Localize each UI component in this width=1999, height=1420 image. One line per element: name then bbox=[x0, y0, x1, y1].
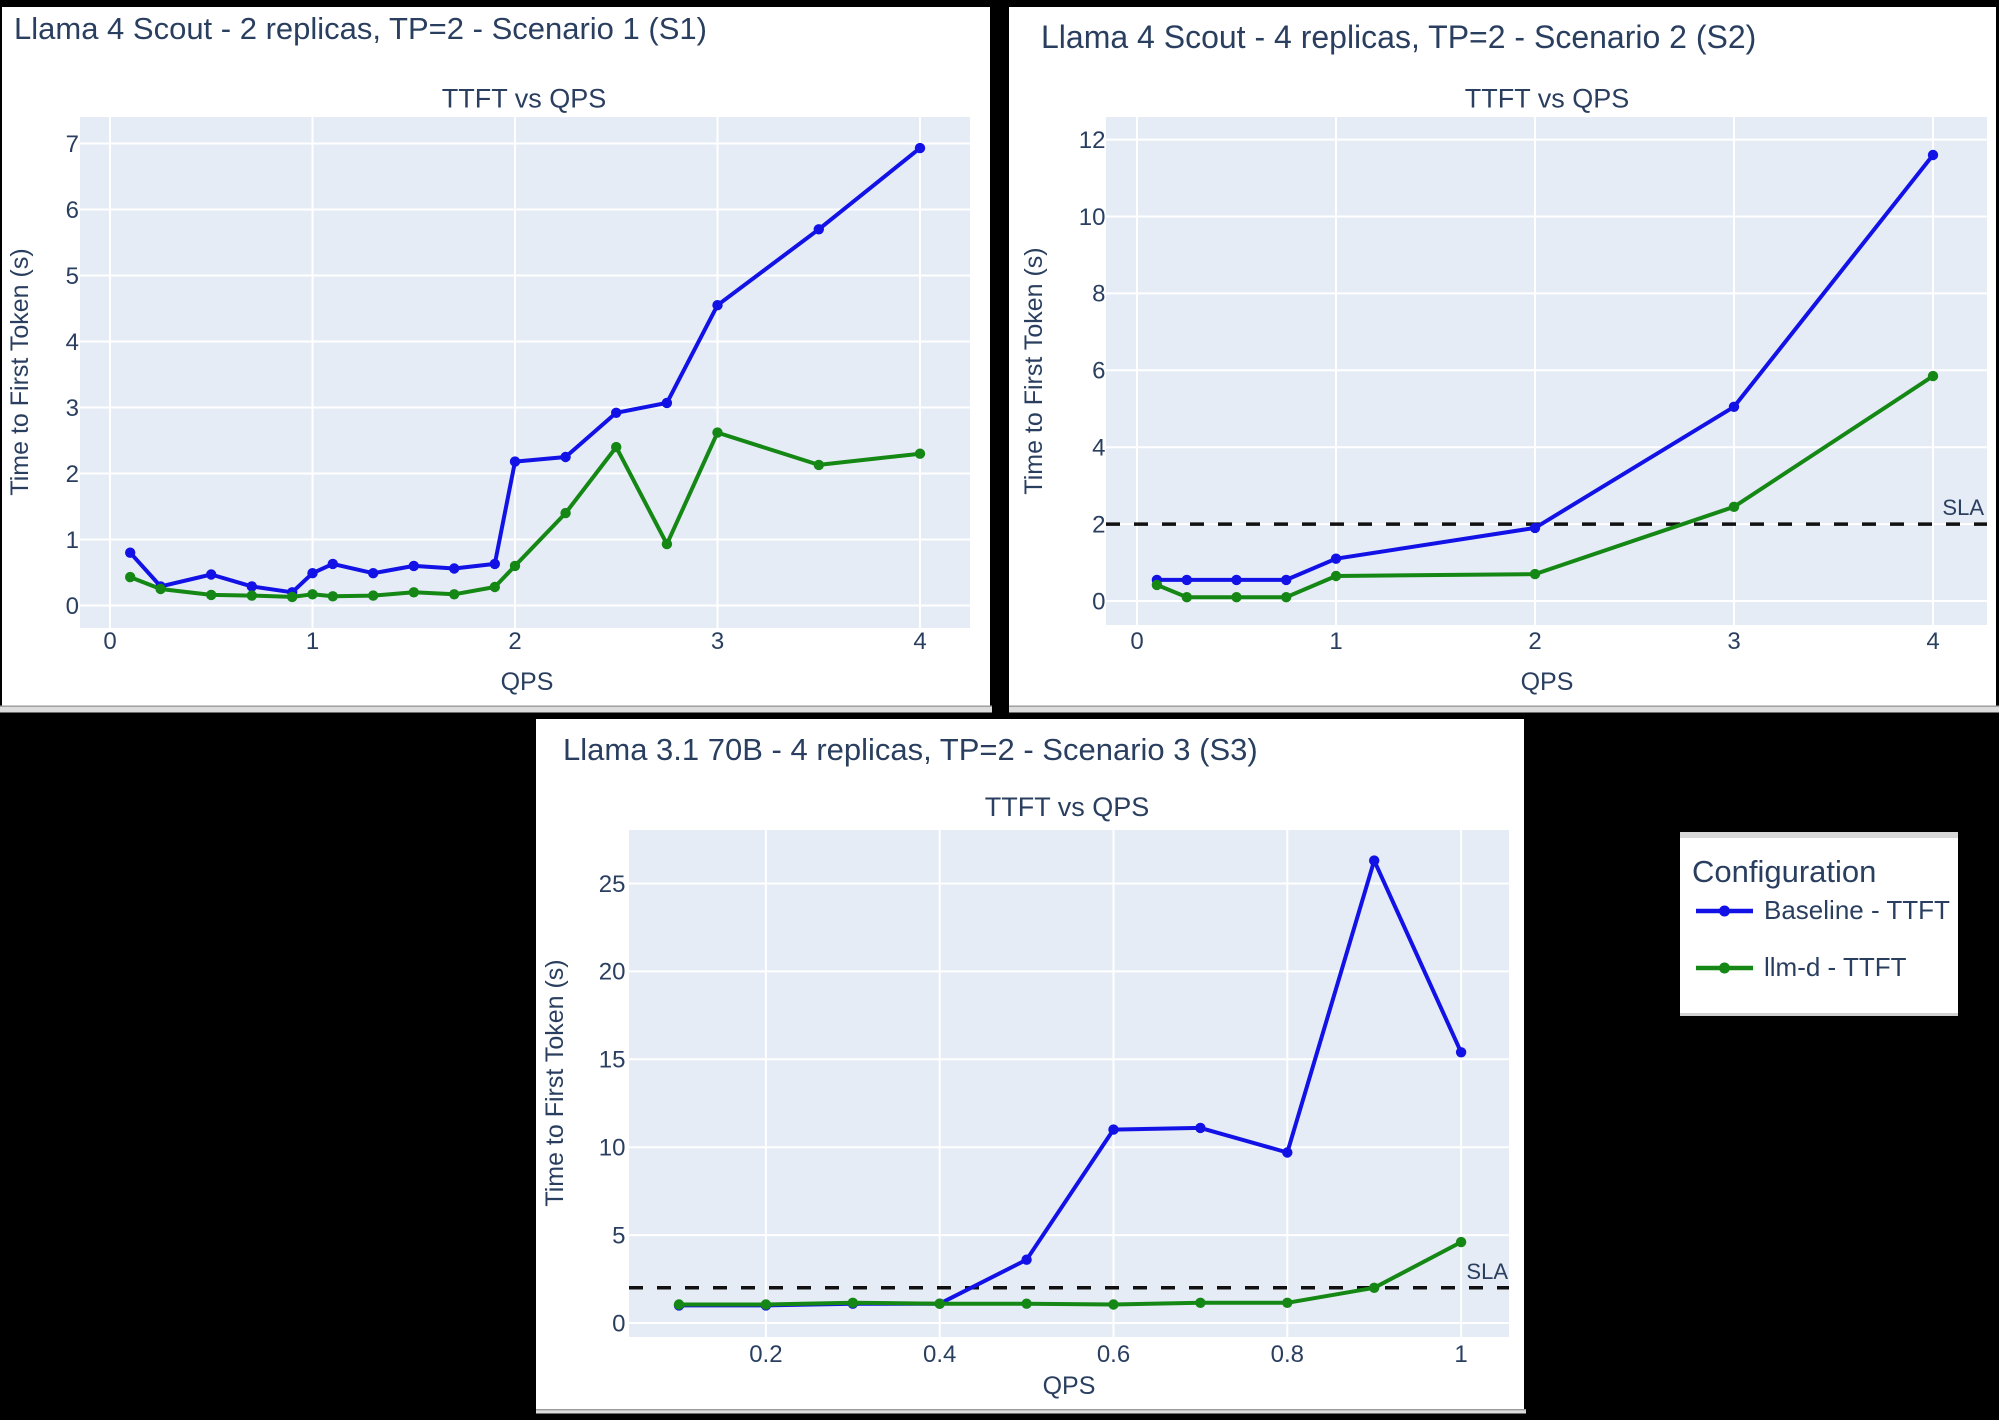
svg-text:1: 1 bbox=[306, 628, 319, 655]
svg-text:3: 3 bbox=[1727, 628, 1740, 655]
svg-text:TTFT vs QPS: TTFT vs QPS bbox=[442, 84, 607, 114]
svg-text:Llama 3.1 70B - 4 replicas, TP: Llama 3.1 70B - 4 replicas, TP=2 - Scena… bbox=[563, 732, 1258, 767]
svg-text:12: 12 bbox=[1079, 127, 1106, 154]
svg-text:6: 6 bbox=[66, 197, 79, 224]
svg-text:4: 4 bbox=[1092, 435, 1105, 462]
svg-text:5: 5 bbox=[612, 1222, 625, 1249]
svg-text:3: 3 bbox=[66, 395, 79, 422]
svg-text:2: 2 bbox=[66, 461, 79, 488]
svg-text:10: 10 bbox=[599, 1135, 626, 1162]
svg-text:7: 7 bbox=[66, 131, 79, 158]
svg-text:0.2: 0.2 bbox=[749, 1341, 782, 1368]
svg-text:4: 4 bbox=[913, 628, 926, 655]
svg-text:0: 0 bbox=[103, 628, 116, 655]
svg-text:20: 20 bbox=[599, 959, 626, 986]
svg-text:1: 1 bbox=[66, 527, 79, 554]
svg-text:0: 0 bbox=[1130, 628, 1143, 655]
svg-text:4: 4 bbox=[66, 329, 79, 356]
svg-text:2: 2 bbox=[1528, 628, 1541, 655]
svg-text:Llama 4 Scout - 2 replicas, TP: Llama 4 Scout - 2 replicas, TP=2 - Scena… bbox=[14, 11, 707, 46]
svg-text:QPS: QPS bbox=[1521, 668, 1574, 696]
svg-text:2: 2 bbox=[508, 628, 521, 655]
svg-text:0: 0 bbox=[66, 593, 79, 620]
svg-text:Time to First Token (s): Time to First Token (s) bbox=[6, 248, 34, 495]
svg-text:1: 1 bbox=[1454, 1341, 1467, 1368]
svg-text:QPS: QPS bbox=[1043, 1372, 1096, 1400]
svg-text:TTFT vs QPS: TTFT vs QPS bbox=[1465, 84, 1630, 114]
svg-text:Configuration: Configuration bbox=[1692, 854, 1876, 889]
svg-text:0: 0 bbox=[1092, 588, 1105, 615]
svg-text:2: 2 bbox=[1092, 511, 1105, 538]
svg-text:QPS: QPS bbox=[501, 668, 554, 696]
svg-text:8: 8 bbox=[1092, 281, 1105, 308]
svg-text:0.6: 0.6 bbox=[1097, 1341, 1130, 1368]
svg-text:llm-d - TTFT: llm-d - TTFT bbox=[1764, 952, 1907, 982]
svg-text:15: 15 bbox=[599, 1047, 626, 1074]
svg-text:TTFT vs QPS: TTFT vs QPS bbox=[985, 792, 1150, 822]
svg-text:4: 4 bbox=[1926, 628, 1939, 655]
svg-text:0.8: 0.8 bbox=[1271, 1341, 1304, 1368]
svg-text:5: 5 bbox=[66, 263, 79, 290]
svg-text:Time to First Token (s): Time to First Token (s) bbox=[1020, 247, 1048, 494]
svg-text:SLA: SLA bbox=[1942, 495, 1984, 520]
svg-text:Time to First Token (s): Time to First Token (s) bbox=[541, 959, 569, 1206]
svg-text:SLA: SLA bbox=[1466, 1259, 1508, 1284]
svg-text:25: 25 bbox=[599, 871, 626, 898]
svg-text:3: 3 bbox=[711, 628, 724, 655]
svg-text:10: 10 bbox=[1079, 204, 1106, 231]
svg-text:0: 0 bbox=[612, 1310, 625, 1337]
svg-text:Llama 4 Scout - 4 replicas, TP: Llama 4 Scout - 4 replicas, TP=2 - Scena… bbox=[1041, 19, 1756, 55]
svg-text:1: 1 bbox=[1329, 628, 1342, 655]
svg-text:0.4: 0.4 bbox=[923, 1341, 956, 1368]
svg-text:6: 6 bbox=[1092, 358, 1105, 385]
svg-text:Baseline - TTFT: Baseline - TTFT bbox=[1764, 895, 1950, 925]
